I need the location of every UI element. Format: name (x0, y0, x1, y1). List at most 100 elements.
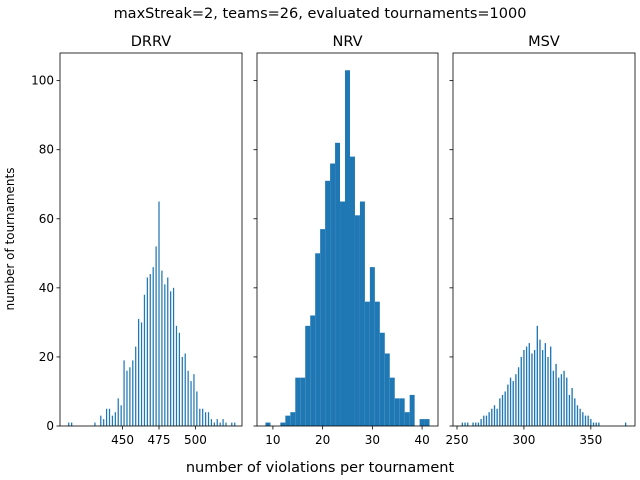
histogram-bar (120, 405, 122, 426)
histogram-bar (528, 343, 530, 426)
histogram-bar (369, 267, 375, 426)
subplot-msv: MSV 250 300 350 (446, 34, 636, 447)
subplot-title: NRV (332, 34, 362, 50)
histogram-bar (409, 394, 415, 426)
histogram-bar (520, 356, 522, 426)
histogram-bar (330, 163, 336, 426)
histogram-bar (190, 381, 192, 426)
histogram-bar (103, 419, 105, 426)
histogram-bar (461, 422, 464, 426)
histogram-bar (164, 284, 166, 426)
histogram-bar (345, 70, 350, 427)
histogram-bar (571, 388, 573, 426)
histogram-bar (181, 356, 183, 426)
histogram-bar (204, 412, 207, 426)
histogram-bar (541, 350, 544, 426)
x-tick-label: 500 (184, 433, 207, 447)
histogram-bar (501, 394, 504, 426)
histogram-bar (340, 201, 346, 426)
histogram-bar (560, 374, 563, 426)
histogram-bar (213, 422, 215, 426)
histogram-bar (305, 325, 311, 426)
histogram-bar (384, 353, 390, 426)
histogram-bar (219, 422, 221, 426)
histogram-bar (472, 422, 474, 426)
histogram-bar (129, 367, 131, 426)
histogram-bar (170, 291, 172, 426)
histogram-bar (146, 277, 148, 426)
histogram-bar (359, 201, 365, 426)
x-tick-label: 20 (315, 433, 330, 447)
histogram-bar (222, 419, 224, 426)
subplots: DRRV 0 20 40 60 80 100 450 475 500 NRV 10 20 30 40 MSV 2… (31, 34, 636, 447)
histogram-bar (167, 277, 169, 426)
x-tick-label: 475 (148, 433, 171, 447)
histogram-bar (404, 412, 410, 426)
histogram-bar (320, 229, 326, 426)
histogram-bar (196, 391, 198, 426)
histogram-bar (178, 332, 181, 426)
x-tick-label: 450 (111, 433, 134, 447)
histogram-bar (149, 274, 151, 426)
histogram-bar (536, 325, 538, 426)
bars (265, 70, 430, 427)
histogram-bar (290, 412, 296, 426)
histogram-bar (399, 398, 405, 426)
histogram-bar (138, 318, 140, 426)
subplot-title: DRRV (131, 34, 172, 50)
histogram-bar (187, 370, 189, 426)
histogram-bar (111, 415, 114, 426)
histogram-bar (172, 287, 175, 426)
histogram-bar (152, 267, 154, 426)
histogram-bar (499, 398, 501, 426)
histogram-bar (126, 370, 128, 426)
histogram-bar (315, 253, 321, 426)
histogram-bar (576, 405, 579, 426)
histogram-bar (475, 422, 477, 426)
y-tick-label: 80 (39, 143, 54, 157)
histogram-bar (509, 377, 512, 426)
histogram-bar (512, 381, 514, 426)
histogram-bar (143, 294, 146, 426)
histogram-bar (199, 408, 201, 426)
histogram-bar (100, 415, 102, 426)
histogram-bar (325, 180, 331, 426)
histogram-bar (477, 422, 480, 426)
figure-ylabel: number of tournaments (3, 168, 17, 311)
histogram-bar (566, 377, 568, 426)
figure-xlabel: number of violations per tournament (186, 460, 455, 476)
histogram-bar (579, 408, 581, 426)
bars (461, 325, 627, 426)
histogram-bar (161, 270, 163, 426)
histogram-bar (394, 398, 400, 426)
histogram-bar (364, 301, 370, 426)
y-tick-label: 100 (31, 74, 54, 88)
x-tick-label: 350 (579, 433, 602, 447)
histogram-bar (424, 419, 430, 426)
bars (68, 201, 236, 426)
histogram-bar (584, 415, 587, 426)
histogram-bar (496, 408, 498, 426)
histogram-bar (193, 374, 195, 426)
y-tick-label: 40 (39, 281, 54, 295)
subplot-drrv: DRRV 0 20 40 60 80 100 450 475 500 (31, 34, 243, 447)
histogram-bar (480, 419, 482, 426)
histogram-bar (349, 156, 355, 427)
histogram-bar (582, 412, 584, 426)
histogram-bar (354, 215, 360, 426)
x-tick-label: 30 (365, 433, 380, 447)
histogram-bar (552, 370, 555, 426)
histogram-bar (389, 377, 395, 426)
histogram-bar (210, 419, 213, 426)
histogram-bar (467, 422, 469, 426)
histogram-bar (558, 377, 560, 426)
histogram-bar (493, 405, 496, 426)
histogram-bar (491, 408, 493, 426)
histogram-bar (464, 422, 466, 426)
subplot-title: MSV (528, 34, 560, 50)
histogram-bar (285, 415, 291, 426)
histogram-bar (184, 353, 186, 426)
histogram-bar (175, 325, 178, 426)
histogram-bar (483, 415, 485, 426)
histogram-bar (539, 339, 541, 426)
